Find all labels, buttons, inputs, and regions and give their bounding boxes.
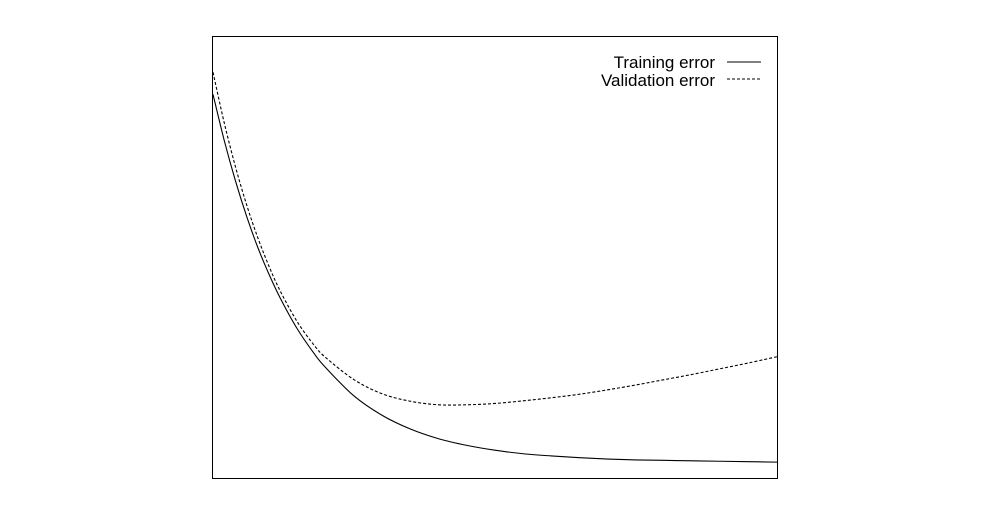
legend-label-training: Training error [614, 53, 716, 72]
plot-area [212, 36, 778, 479]
training-error-line [212, 94, 778, 463]
validation-error-line [212, 72, 778, 406]
series-layer [212, 72, 778, 463]
legend-label-validation: Validation error [601, 71, 715, 90]
legend: Training error Validation error [601, 53, 761, 90]
